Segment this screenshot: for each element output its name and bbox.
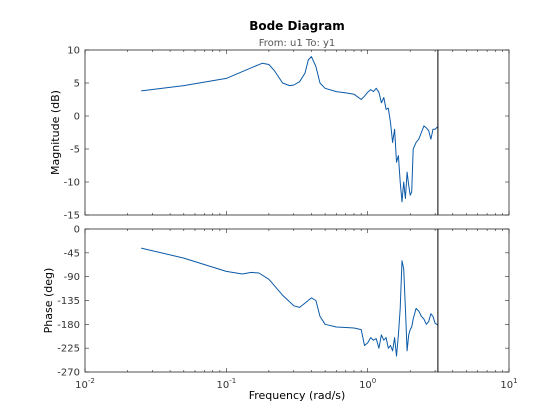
x-tick-label: 101 xyxy=(500,377,517,391)
chart-title: Bode Diagram xyxy=(249,19,345,33)
phase-ytick-label: -225 xyxy=(57,344,80,355)
magnitude-ytick-label: -10 xyxy=(64,178,80,189)
magnitude-ytick-label: 5 xyxy=(74,79,80,90)
phase-axes-frame xyxy=(84,228,510,373)
magnitude-ytick-label: 10 xyxy=(67,46,80,57)
phase-ytick-label: 0 xyxy=(74,225,80,236)
x-tick-label: 10-2 xyxy=(75,377,95,391)
x-axis-label: Frequency (rad/s) xyxy=(249,389,346,402)
phase-ytick-label: -180 xyxy=(57,320,80,331)
magnitude-axes-frame xyxy=(84,49,510,216)
magnitude-ytick-label: -15 xyxy=(64,211,80,222)
chart-subtitle: From: u1 To: y1 xyxy=(259,38,336,49)
x-tick-label: 10-1 xyxy=(216,377,236,391)
phase-ytick-label: -270 xyxy=(57,368,80,379)
phase-series-line xyxy=(141,247,439,357)
phase-y-axis-label: Phase (deg) xyxy=(42,268,55,334)
phase-ytick-label: -135 xyxy=(57,296,80,307)
phase-panel: 0 -45 -90 -135 -180 -225 -270 Phase (deg) xyxy=(42,225,510,379)
plot-area: 10 5 0 -5 -10 -15 Magnitude (dB) 0 -45 -90 -135 -18… xyxy=(42,46,518,392)
magnitude-series-line xyxy=(141,56,439,203)
magnitude-ytick-label: -5 xyxy=(70,145,80,156)
magnitude-panel: 10 5 0 -5 -10 -15 Magnitude (dB) xyxy=(49,46,510,222)
magnitude-ytick-label: 0 xyxy=(74,112,80,123)
phase-ytick-label: -90 xyxy=(64,272,80,283)
x-tick-label: 100 xyxy=(359,377,376,391)
magnitude-y-axis-label: Magnitude (dB) xyxy=(49,90,62,175)
phase-ytick-label: -45 xyxy=(64,248,80,259)
